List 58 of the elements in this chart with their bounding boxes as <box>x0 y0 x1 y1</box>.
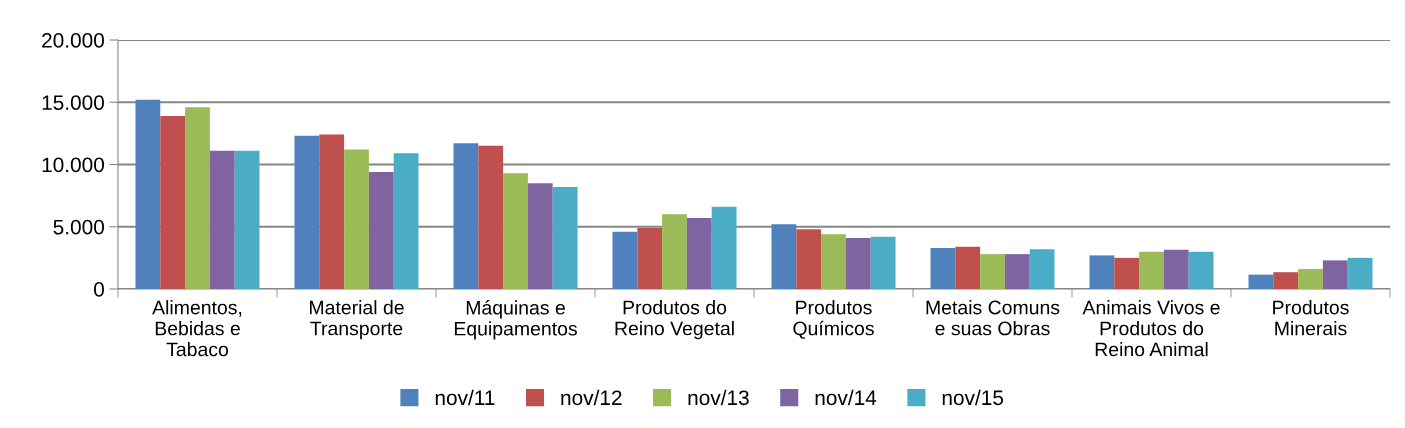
bar <box>1298 269 1323 289</box>
bar <box>135 99 161 289</box>
legend-label: nov/11 <box>435 389 495 406</box>
x-tick-label: Material de Transporte <box>310 300 404 340</box>
legend-label: nov/12 <box>561 389 622 406</box>
bar <box>503 173 528 289</box>
bar <box>185 107 210 289</box>
bar <box>980 254 1005 289</box>
bar <box>845 237 871 289</box>
bar <box>319 134 345 289</box>
bar <box>711 206 737 289</box>
bar <box>1347 257 1373 289</box>
bar <box>527 183 553 289</box>
bar <box>453 143 479 289</box>
bar <box>1188 251 1214 289</box>
bar <box>1089 255 1115 289</box>
bar <box>1029 249 1055 289</box>
bar <box>771 224 797 289</box>
x-tick-label: Máquinas e Equipamentos <box>454 300 577 340</box>
bar <box>160 115 186 289</box>
bar <box>662 214 687 289</box>
bar <box>344 149 369 289</box>
x-tick-label: Produtos Minerais <box>1273 300 1349 336</box>
bar <box>686 218 712 289</box>
y-tick-label: 15.000 <box>42 95 104 110</box>
bar <box>209 150 235 289</box>
legend-label: nov/15 <box>942 389 1004 406</box>
bar <box>294 135 320 289</box>
bar <box>1139 251 1164 289</box>
bar <box>234 150 260 289</box>
y-tick-label: 20.000 <box>42 33 104 48</box>
bar <box>796 229 822 289</box>
bar <box>930 247 956 289</box>
bar <box>368 171 394 289</box>
y-tick-label: 0 <box>94 282 104 297</box>
bar <box>955 246 981 289</box>
y-tick-label: 5.000 <box>53 219 104 235</box>
bar <box>393 153 419 289</box>
bar <box>1322 260 1348 289</box>
bar <box>552 186 578 289</box>
bar <box>1248 274 1274 289</box>
bar <box>1163 249 1189 289</box>
bar <box>637 227 663 289</box>
bar <box>821 234 846 289</box>
legend-label: nov/13 <box>688 389 749 406</box>
bar <box>1114 257 1140 289</box>
bar <box>1004 254 1030 289</box>
legend-label: nov/14 <box>815 389 877 406</box>
x-tick-label: Produtos do Reino Vegetal <box>615 300 734 340</box>
bar <box>1273 272 1299 289</box>
x-tick-label: Animais Vivos e Produtos do Reino Animal <box>1082 300 1220 357</box>
x-tick-label: Metais Comuns e suas Obras <box>926 300 1060 336</box>
bar <box>478 145 504 289</box>
x-tick-label: Alimentos, Bebidas e Tabaco <box>152 300 242 357</box>
bar <box>612 231 638 289</box>
bar <box>870 236 896 289</box>
y-tick-label: 10.000 <box>42 157 104 173</box>
x-tick-label: Produtos Químicos <box>793 300 874 339</box>
